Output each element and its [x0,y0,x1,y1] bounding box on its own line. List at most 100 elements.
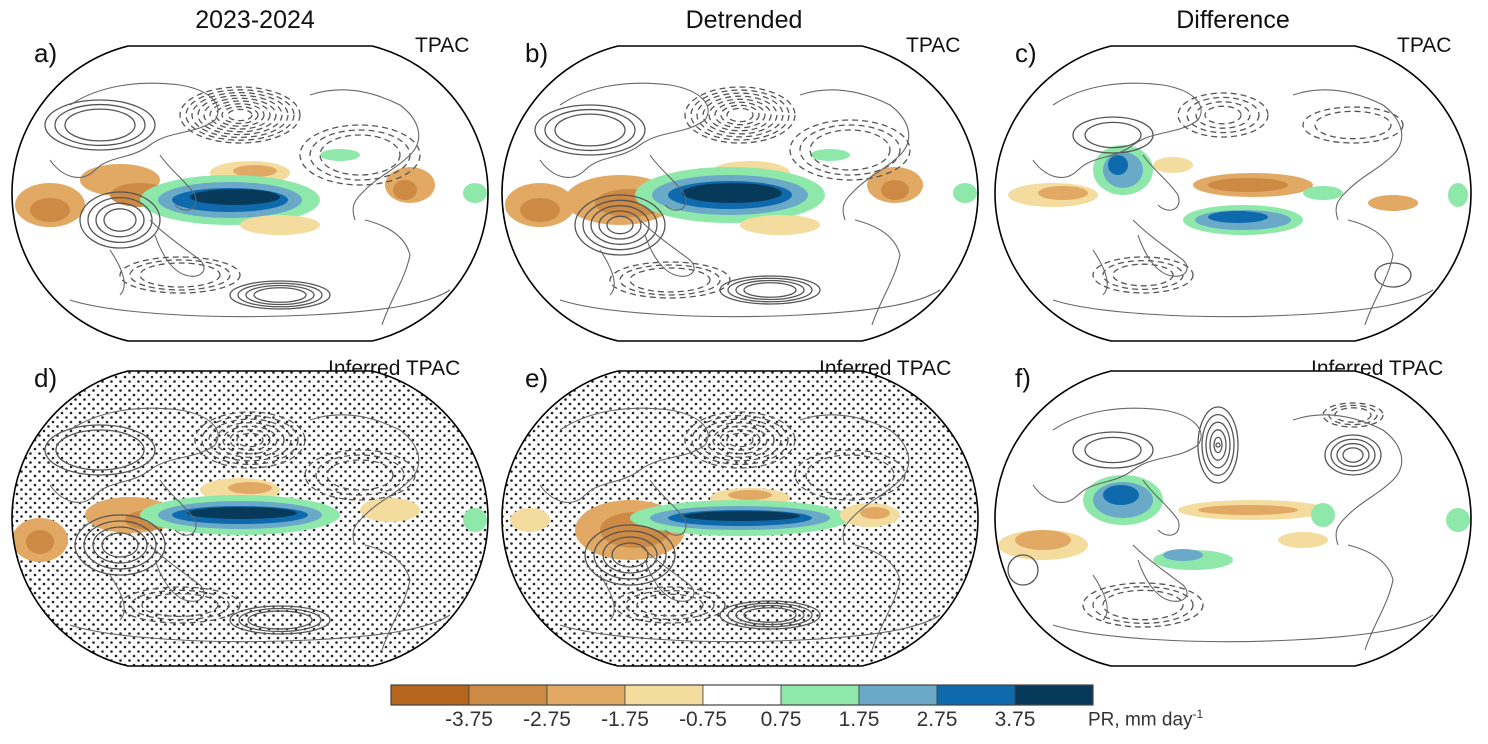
colorbar-segment [624,684,704,706]
contour-line [130,589,230,621]
colorbar-tick-label: -1.75 [601,708,649,731]
contour-line [179,86,301,144]
coastline [539,407,709,503]
contour-line [1072,431,1154,469]
contour-line [805,454,895,496]
contour-line [1082,582,1204,628]
colorbar-segment [468,684,548,706]
coastline [1052,289,1434,318]
contour-line [554,113,626,147]
coastline [109,249,125,296]
contour-line [534,104,646,156]
coastline [1032,407,1202,503]
precip-anomaly [1368,195,1418,211]
contour-line [227,108,253,122]
contour-line [55,429,145,471]
contour-line [619,264,721,296]
precip-anomaly [510,508,550,532]
colorbar-segment [780,684,860,706]
contour-line [203,97,277,133]
panel-label-e: e) [525,363,549,393]
contour-line [1215,442,1221,448]
contour-line [1213,436,1223,454]
contour-line [247,610,313,630]
precip-anomaly [26,530,54,554]
contour-line [44,99,156,151]
contour-line [229,280,331,310]
panel-label-a: a) [34,38,58,68]
precip-anomaly [393,180,417,200]
contour-line [95,202,145,238]
contour-line [74,514,166,576]
contour-line [789,119,911,181]
coastline [1142,479,1180,536]
contour-line [194,411,306,469]
coastline [854,544,901,651]
coastline [639,544,695,602]
contour-line [197,94,283,136]
contour-line [702,95,778,135]
contour-line [119,256,241,294]
contour-line [698,418,782,462]
coastline [799,89,910,221]
precip-anomaly [463,508,487,532]
precip-anomaly [187,507,297,519]
precip-anomaly [1448,183,1468,207]
precip-anomaly [810,149,850,161]
contour-line [1186,96,1260,134]
contour-line [87,196,153,244]
precip-anomaly [1038,186,1088,200]
map-panel-a [11,45,489,342]
coastline [149,544,205,602]
panel-tag-a: TPAC [415,34,470,57]
coastline [559,614,941,643]
precip-anomaly [1163,549,1203,561]
precip-anomaly [881,180,909,200]
contour-line [209,100,271,130]
contour-line [602,536,658,574]
contour-line [611,542,649,568]
contour-line [299,124,421,186]
panel-label-f: f) [1015,363,1031,393]
colorbar-tick-label: -0.75 [679,708,727,731]
coastline [69,614,451,643]
colorbar-segment [702,684,782,706]
colorbar-title: PR, mm day-1 [1088,707,1203,731]
contour-line [609,261,731,299]
contour-line [1201,413,1235,477]
contour-line [794,449,906,501]
precip-anomaly [1208,178,1288,192]
panel-label-c: c) [1015,38,1037,68]
contour-line [1374,262,1412,288]
colorbar-tick-label: 0.75 [760,708,802,731]
panel-tag-b: TPAC [906,34,961,57]
map-outline [501,370,979,667]
map-panel-b [501,45,979,342]
coastline [109,574,125,621]
contour-line [1302,106,1404,144]
contour-line [44,424,156,476]
colorbar-tick-label: 3.75 [994,708,1036,731]
contour-line [54,103,146,147]
contour-line [319,134,401,176]
coastline [1132,219,1188,277]
precip-anomaly [520,198,560,222]
contour-line [1324,434,1382,476]
colorbar-tick-label: 2.75 [916,708,958,731]
contour-line [1314,110,1392,140]
contour-line [743,282,797,298]
colorbar-tick-label: -3.75 [445,708,493,731]
colorbar-segment [936,684,1016,706]
precip-anomaly [463,183,487,203]
precip-anomaly [228,482,272,494]
precip-anomaly [860,507,890,519]
coastline [1032,82,1202,178]
panel-label-d: d) [34,363,58,393]
map-outline [994,45,1472,342]
precip-anomaly [953,183,977,203]
colorbar-segment [1014,684,1094,706]
map-panel-c [994,45,1472,342]
map-outline [11,45,489,342]
coastline [559,289,941,318]
coastline [799,414,910,546]
